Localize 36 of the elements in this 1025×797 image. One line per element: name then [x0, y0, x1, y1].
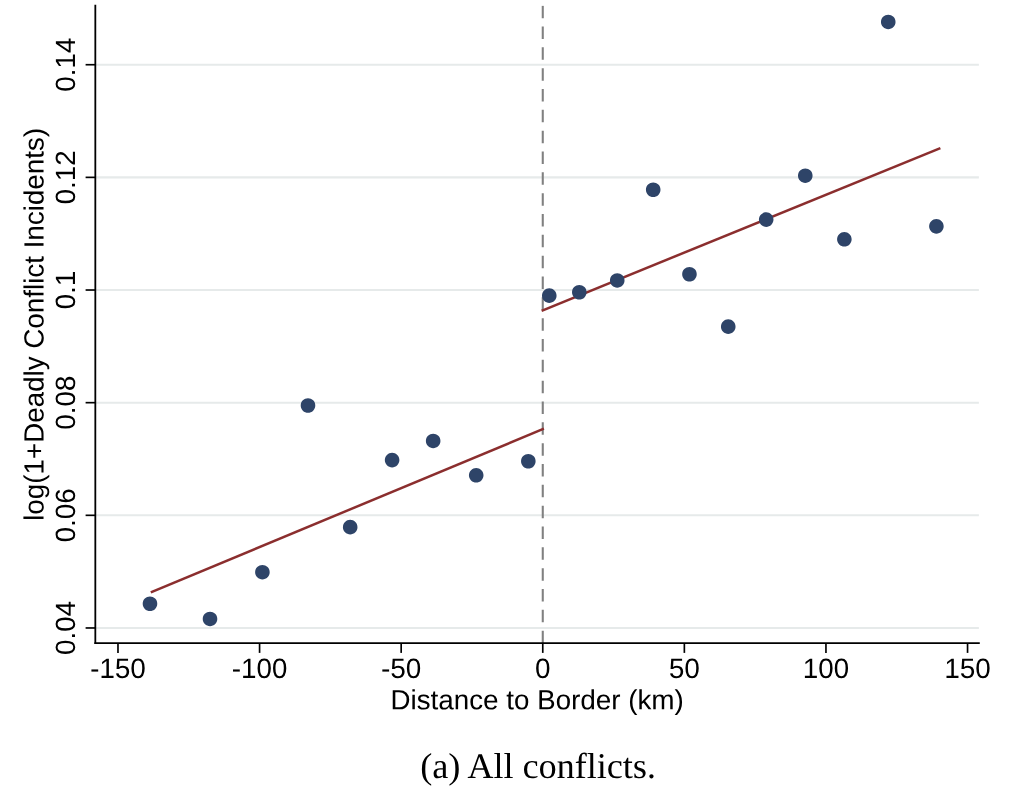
point [572, 284, 587, 300]
point [142, 596, 158, 612]
y-tick-label: 0.06 [55, 489, 76, 542]
x-tick-label: 100 [804, 658, 849, 679]
point [645, 182, 661, 198]
point [720, 319, 736, 334]
point [342, 519, 358, 535]
point [758, 212, 774, 227]
point [837, 232, 852, 247]
point [521, 453, 536, 469]
point [682, 266, 697, 282]
point [541, 288, 557, 303]
text: (a) All conflicts. [421, 752, 654, 786]
x-tick-label: -50 [382, 658, 421, 679]
x-tick-label: 50 [670, 658, 699, 679]
point [300, 398, 316, 413]
y-tick-label: 0.08 [55, 376, 76, 429]
point [255, 564, 270, 580]
y-tick-label: 0.1 [55, 272, 76, 309]
x-tick-label: -100 [233, 658, 287, 679]
point [880, 14, 896, 30]
y-axis-title: log(1+Deadly Conflict Incidents) [23, 129, 50, 519]
x-tick-label: -150 [91, 658, 145, 679]
point [929, 219, 944, 234]
point [609, 273, 625, 288]
point [202, 611, 218, 627]
point [384, 452, 400, 468]
point [468, 468, 484, 483]
x-tick-label: 0 [536, 658, 550, 679]
y-tick-label: 0.14 [55, 38, 76, 91]
x-tick-label: 150 [946, 658, 990, 679]
x-axis-title: Distance to Border (km) [392, 689, 683, 716]
y-tick-label: 0.12 [55, 151, 76, 204]
point [798, 168, 813, 183]
y-tick-label: 0.04 [55, 601, 76, 654]
point [425, 433, 441, 449]
